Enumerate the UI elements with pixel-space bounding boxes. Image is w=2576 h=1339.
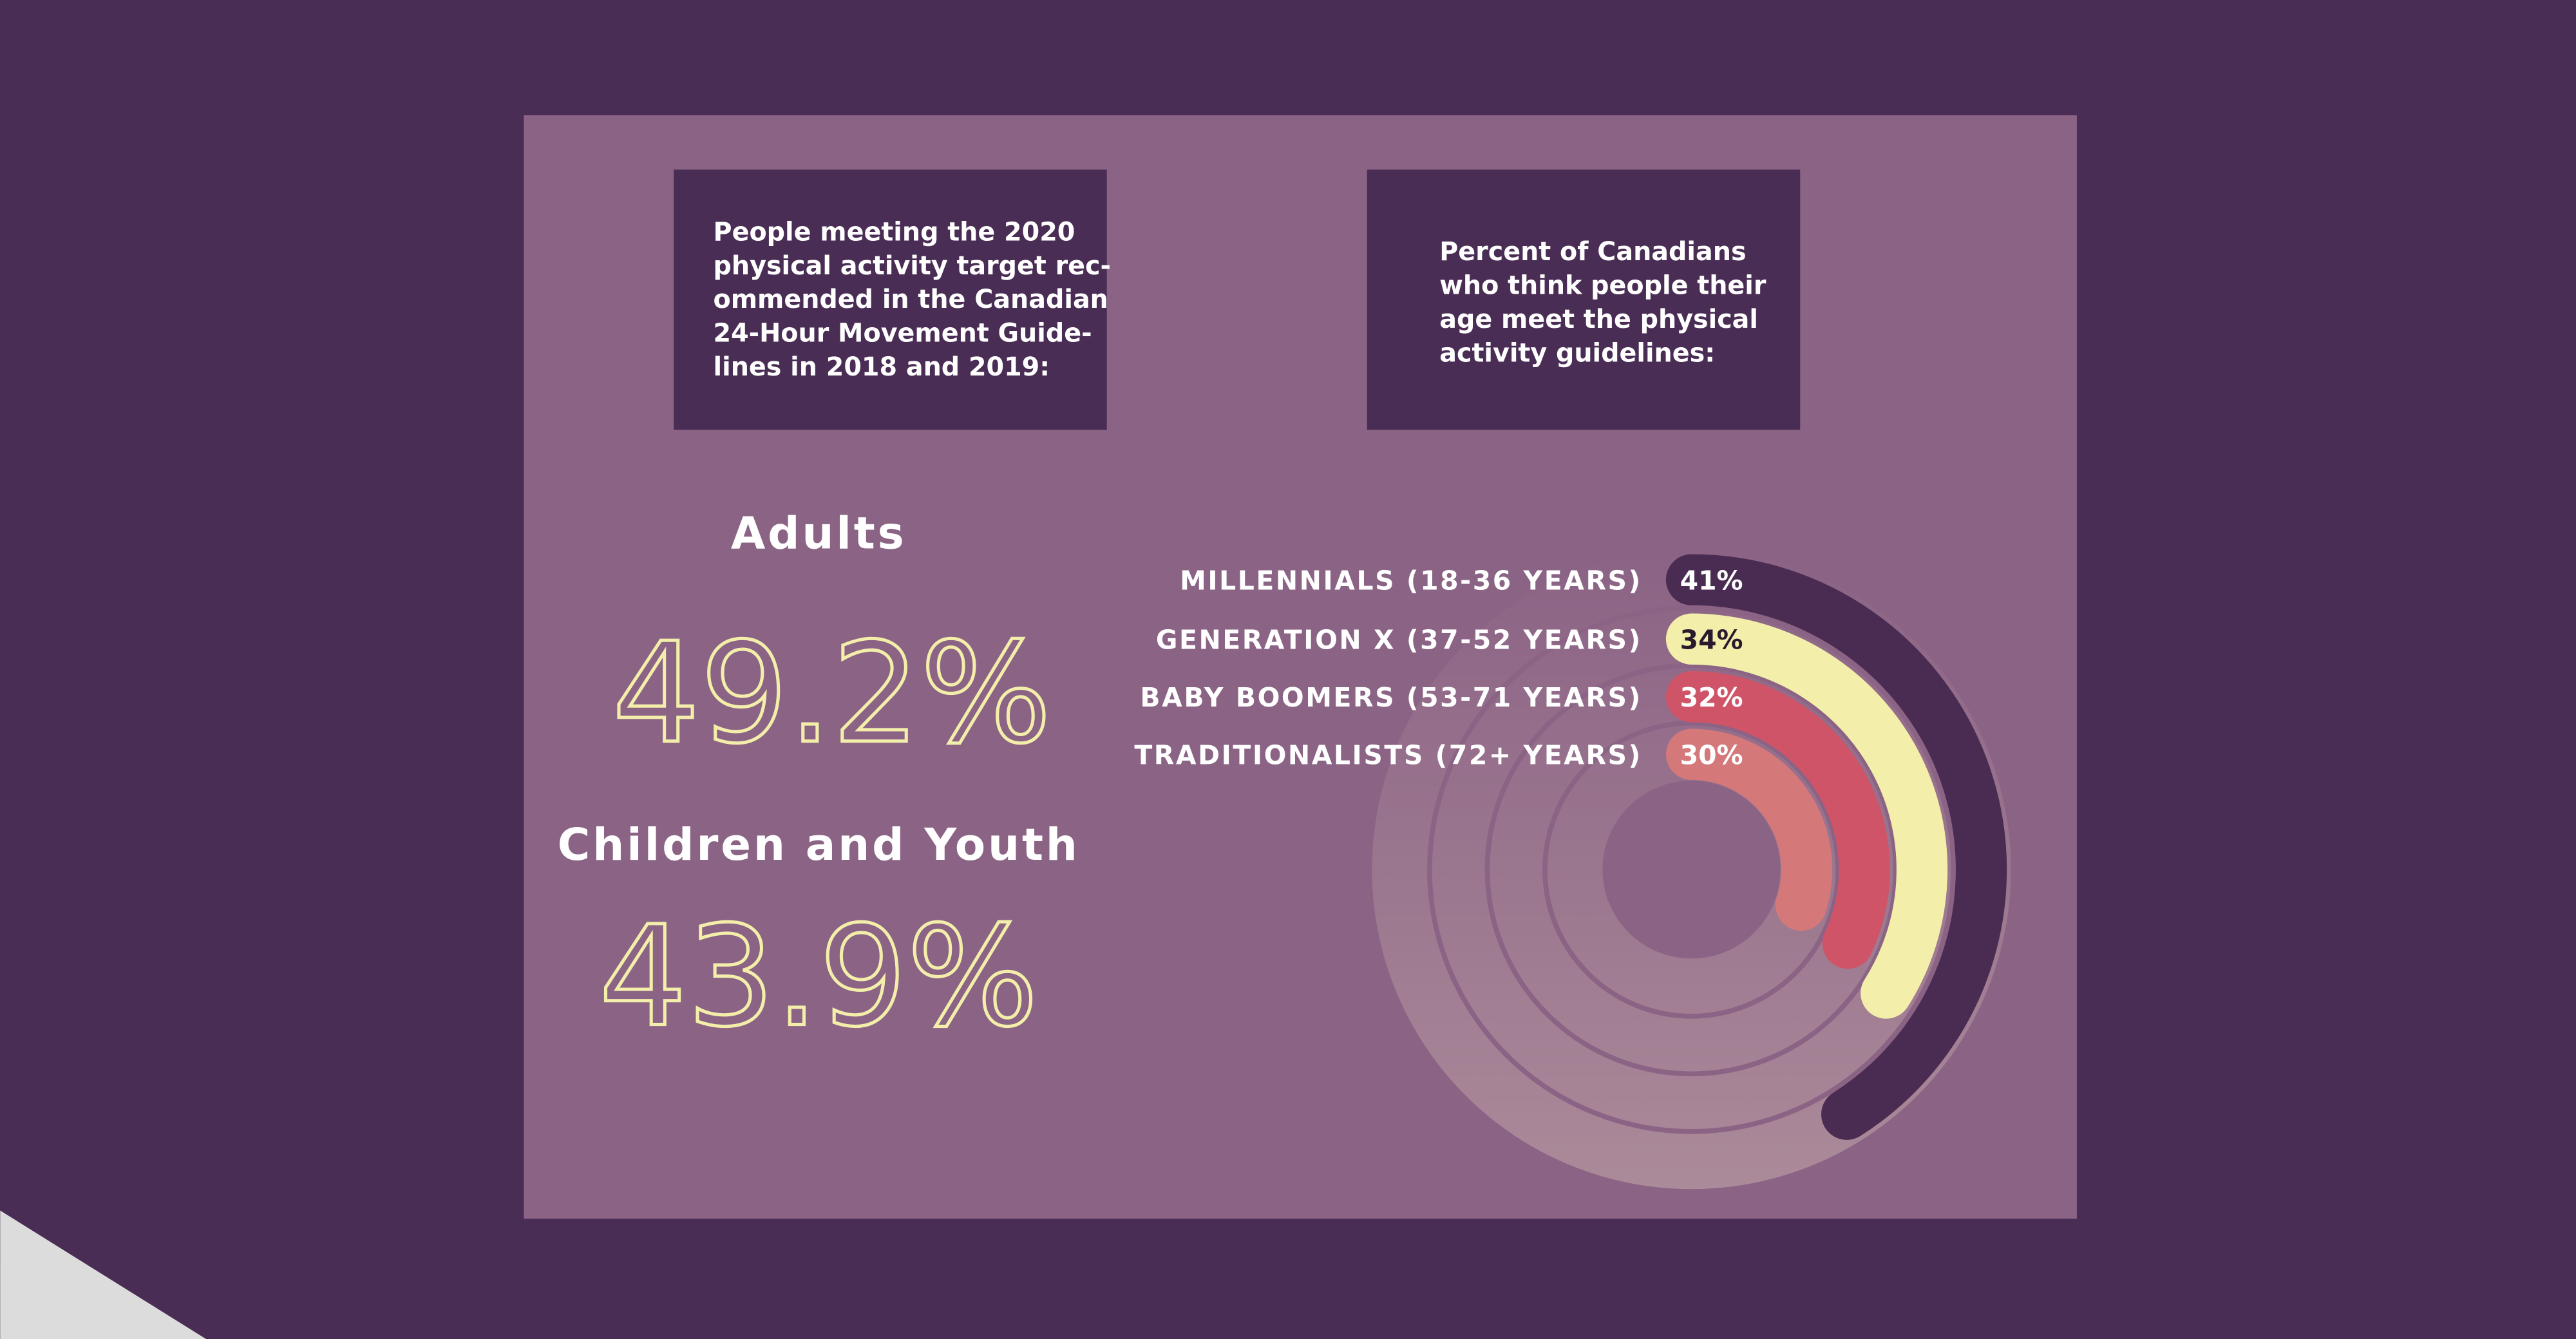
stat-value: 49.2%	[612, 613, 1051, 774]
value-label: 32%	[1680, 682, 1743, 713]
content: People meeting the 2020 physical activity…	[558, 217, 2011, 1190]
value-label: 34%	[1680, 625, 1743, 656]
box-text: who think people their	[1439, 271, 1766, 300]
track-ring	[1427, 605, 1956, 1134]
box-text: activity guidelines:	[1439, 338, 1715, 368]
left-box	[674, 169, 1107, 430]
radial-bar	[1665, 728, 1833, 931]
category-label: GENERATION X (37-52 YEARS)	[1156, 625, 1642, 656]
category-label: BABY BOOMERS (53-71 YEARS)	[1140, 682, 1642, 713]
box-text: ommended in the Canadian	[714, 285, 1108, 314]
stat-label: Children and Youth	[558, 819, 1080, 871]
track-ring	[1542, 720, 1841, 1019]
radial-bar	[1665, 671, 1890, 969]
value-label: 41%	[1680, 565, 1743, 596]
radial-bar	[1665, 554, 2007, 1140]
box-text: physical activity target rec-	[714, 251, 1111, 281]
radial-bar	[1665, 613, 1948, 1019]
box-text: 24-Hour Movement Guide-	[714, 319, 1092, 348]
box-text: lines in 2018 and 2019:	[714, 352, 1050, 382]
box-text: age meet the physical	[1439, 305, 1758, 334]
stat-label: Adults	[731, 508, 907, 560]
value-label: 30%	[1680, 740, 1743, 771]
right-box	[1367, 169, 1801, 430]
stat-value: 43.9%	[599, 897, 1038, 1058]
box-text: Percent of Canadians	[1439, 237, 1746, 267]
category-label: MILLENNIALS (18-36 YEARS)	[1180, 565, 1642, 596]
track-ring	[1484, 663, 1899, 1077]
category-label: TRADITIONALISTS (72+ YEARS)	[1134, 740, 1642, 771]
chart-hole	[1602, 781, 1781, 959]
box-text: People meeting the 2020	[714, 217, 1075, 247]
